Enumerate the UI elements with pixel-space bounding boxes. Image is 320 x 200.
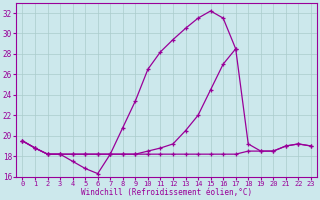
X-axis label: Windchill (Refroidissement éolien,°C): Windchill (Refroidissement éolien,°C) (81, 188, 252, 197)
